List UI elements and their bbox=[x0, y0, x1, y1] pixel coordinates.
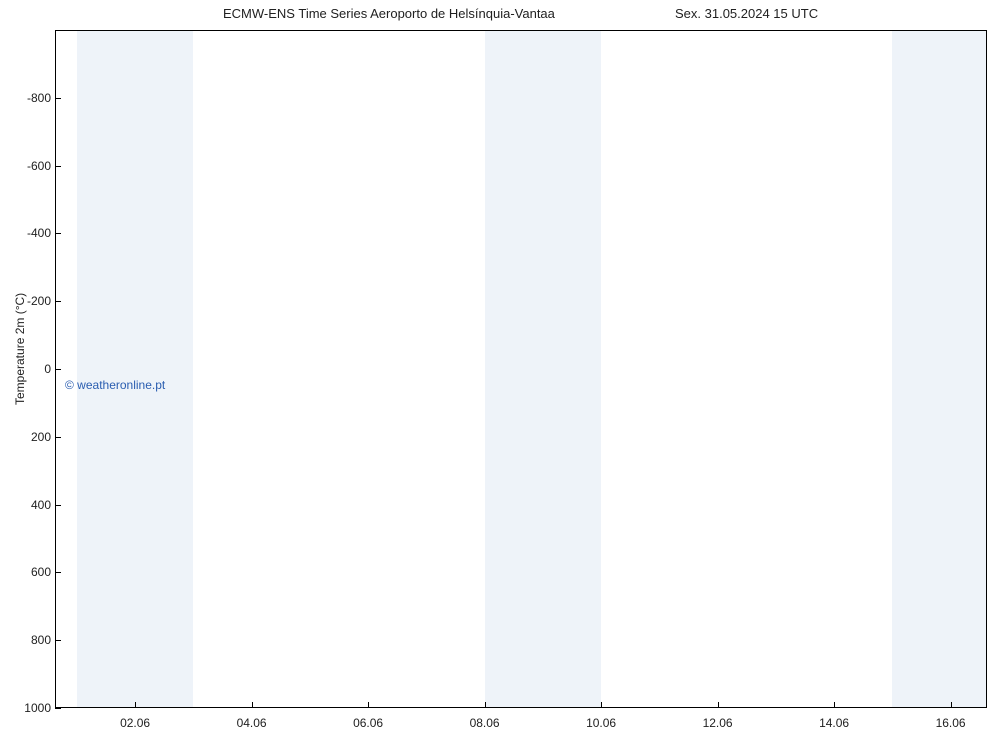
y-tick bbox=[55, 369, 61, 370]
y-tick-label: 400 bbox=[31, 498, 51, 512]
x-tick-label: 16.06 bbox=[936, 716, 966, 730]
y-tick bbox=[55, 572, 61, 573]
temperature-chart: ECMW-ENS Time Series Aeroporto de Helsín… bbox=[0, 0, 1000, 733]
x-tick bbox=[135, 702, 136, 708]
y-axis-label: Temperature 2m (°C) bbox=[13, 293, 27, 405]
x-tick bbox=[368, 702, 369, 708]
x-tick bbox=[834, 702, 835, 708]
x-tick bbox=[601, 702, 602, 708]
x-tick-label: 14.06 bbox=[819, 716, 849, 730]
x-tick-label: 12.06 bbox=[703, 716, 733, 730]
y-tick-label: 1000 bbox=[24, 701, 51, 715]
x-tick-label: 04.06 bbox=[237, 716, 267, 730]
x-tick bbox=[252, 702, 253, 708]
y-tick-label: -400 bbox=[27, 226, 51, 240]
x-tick-label: 02.06 bbox=[120, 716, 150, 730]
y-tick-label: -800 bbox=[27, 91, 51, 105]
weekend-band bbox=[485, 30, 602, 708]
x-tick-label: 06.06 bbox=[353, 716, 383, 730]
weekend-band bbox=[892, 30, 987, 708]
x-tick-label: 10.06 bbox=[586, 716, 616, 730]
y-tick bbox=[55, 708, 61, 709]
x-tick-label: 08.06 bbox=[470, 716, 500, 730]
chart-title-left: ECMW-ENS Time Series Aeroporto de Helsín… bbox=[223, 6, 555, 21]
y-tick-label: -600 bbox=[27, 159, 51, 173]
chart-title-right: Sex. 31.05.2024 15 UTC bbox=[675, 6, 818, 21]
x-tick bbox=[718, 702, 719, 708]
y-tick-label: 0 bbox=[44, 362, 51, 376]
y-tick-label: -200 bbox=[27, 294, 51, 308]
y-tick-label: 600 bbox=[31, 565, 51, 579]
y-tick bbox=[55, 437, 61, 438]
plot-area: © weatheronline.pt bbox=[55, 30, 987, 708]
watermark: © weatheronline.pt bbox=[65, 378, 165, 392]
y-tick bbox=[55, 505, 61, 506]
y-tick-label: 800 bbox=[31, 633, 51, 647]
y-tick bbox=[55, 233, 61, 234]
y-tick bbox=[55, 640, 61, 641]
y-tick bbox=[55, 301, 61, 302]
y-tick-label: 200 bbox=[31, 430, 51, 444]
x-tick bbox=[485, 702, 486, 708]
x-tick bbox=[951, 702, 952, 708]
weekend-band bbox=[77, 30, 194, 708]
y-tick bbox=[55, 166, 61, 167]
y-tick bbox=[55, 98, 61, 99]
